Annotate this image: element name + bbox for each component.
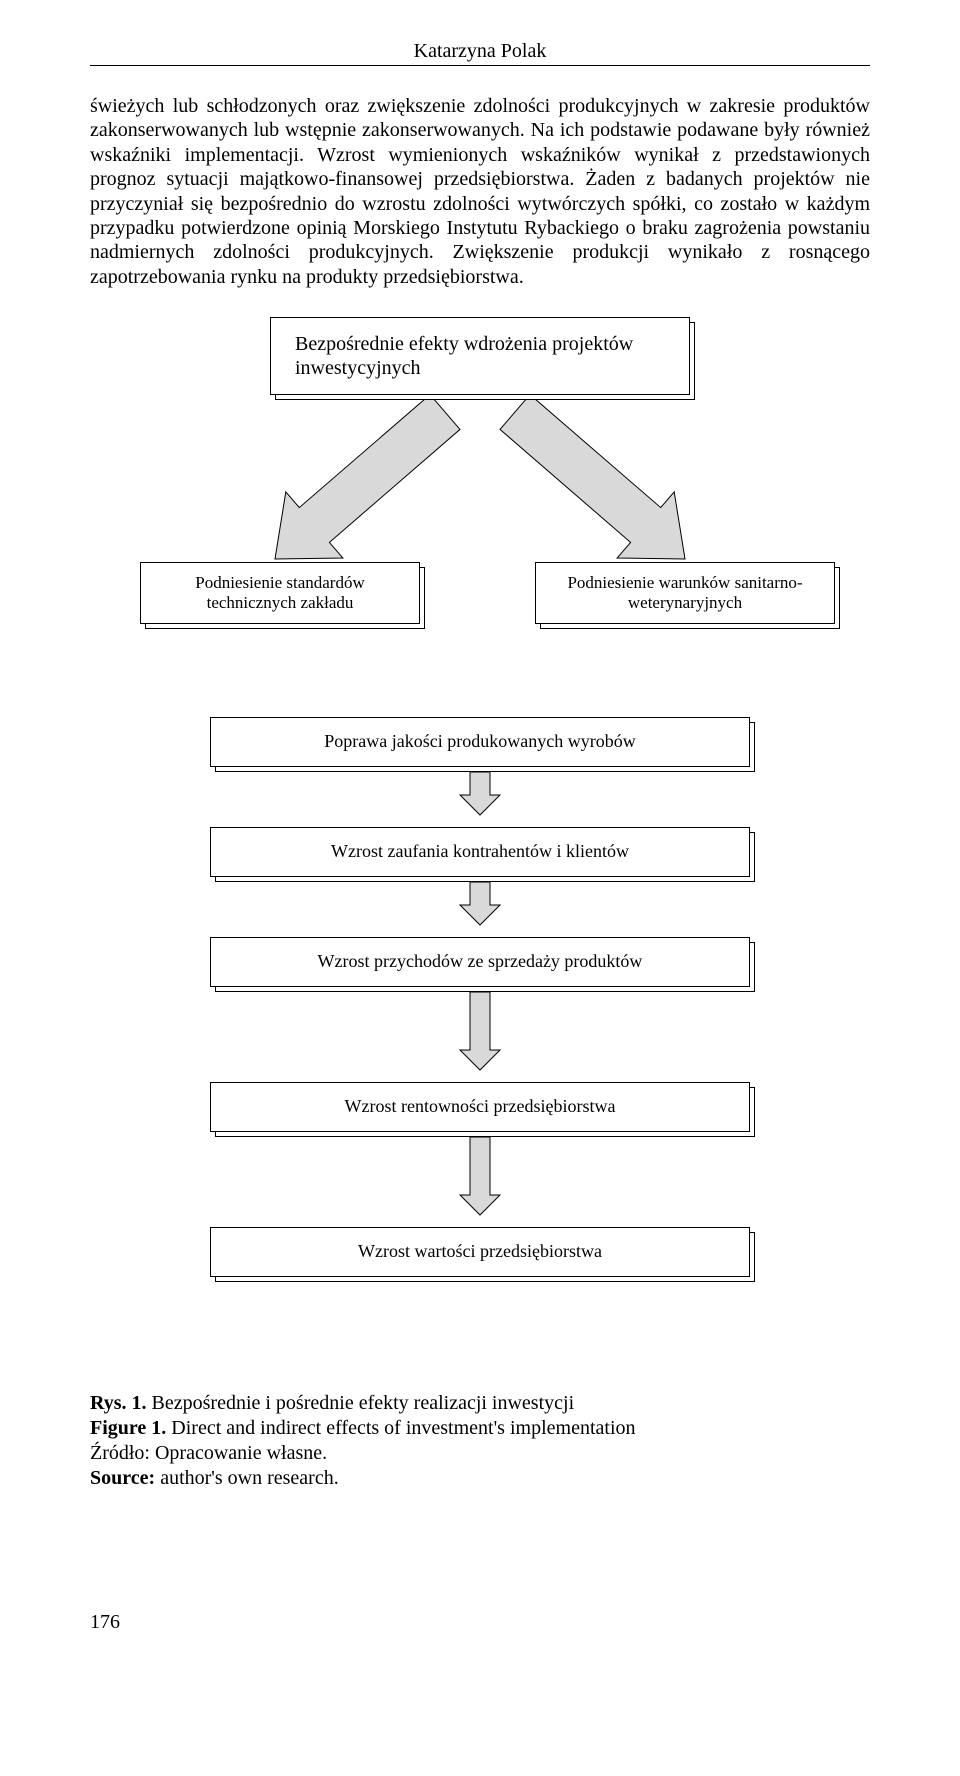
flow-node-left2: Podniesienie standardów technicznych zak… bbox=[140, 562, 420, 624]
source-en-text: author's own research. bbox=[155, 1467, 339, 1489]
figure-label: Figure 1. bbox=[90, 1417, 166, 1439]
flow-node-label: Wzrost zaufania kontrahentów i klientów bbox=[211, 828, 749, 876]
flow-node-label: Poprawa jakości produkowanych wyrobów bbox=[211, 718, 749, 766]
flow-node-label: Podniesienie standardów technicznych zak… bbox=[141, 563, 419, 623]
flow-node-top: Bezpośrednie efekty wdrożenia projektów … bbox=[270, 317, 690, 395]
flow-node-label: Wzrost wartości przedsiębiorstwa bbox=[211, 1228, 749, 1276]
flow-node-n3: Poprawa jakości produkowanych wyrobów bbox=[210, 717, 750, 767]
source-en-label: Source: bbox=[90, 1467, 155, 1489]
body-paragraph: świeżych lub schłodzonych oraz zwiększen… bbox=[90, 94, 870, 289]
flow-node-label: Wzrost rentowności przedsiębiorstwa bbox=[211, 1083, 749, 1131]
rys-text: Bezpośrednie i pośrednie efekty realizac… bbox=[147, 1392, 575, 1414]
header-rule bbox=[90, 65, 870, 66]
page-header-author: Katarzyna Polak bbox=[90, 40, 870, 63]
flow-node-n5: Wzrost przychodów ze sprzedaży produktów bbox=[210, 937, 750, 987]
flow-node-label: Wzrost przychodów ze sprzedaży produktów bbox=[211, 938, 749, 986]
flow-node-n4: Wzrost zaufania kontrahentów i klientów bbox=[210, 827, 750, 877]
rys-label: Rys. 1. bbox=[90, 1392, 147, 1414]
page-number: 176 bbox=[90, 1611, 870, 1634]
flow-diagram: Bezpośrednie efekty wdrożenia projektów … bbox=[90, 317, 870, 1367]
flow-node-n6: Wzrost rentowności przedsiębiorstwa bbox=[210, 1082, 750, 1132]
figure-caption-block: Rys. 1. Bezpośrednie i pośrednie efekty … bbox=[90, 1391, 870, 1491]
flow-node-right2: Podniesienie warunków sanitarno-weteryna… bbox=[535, 562, 835, 624]
flow-node-n7: Wzrost wartości przedsiębiorstwa bbox=[210, 1227, 750, 1277]
source-pl: Źródło: Opracowanie własne. bbox=[90, 1441, 870, 1466]
flow-node-label: Bezpośrednie efekty wdrożenia projektów … bbox=[271, 318, 689, 394]
figure-text: Direct and indirect effects of investmen… bbox=[166, 1417, 635, 1439]
flow-node-label: Podniesienie warunków sanitarno-weteryna… bbox=[536, 563, 834, 623]
